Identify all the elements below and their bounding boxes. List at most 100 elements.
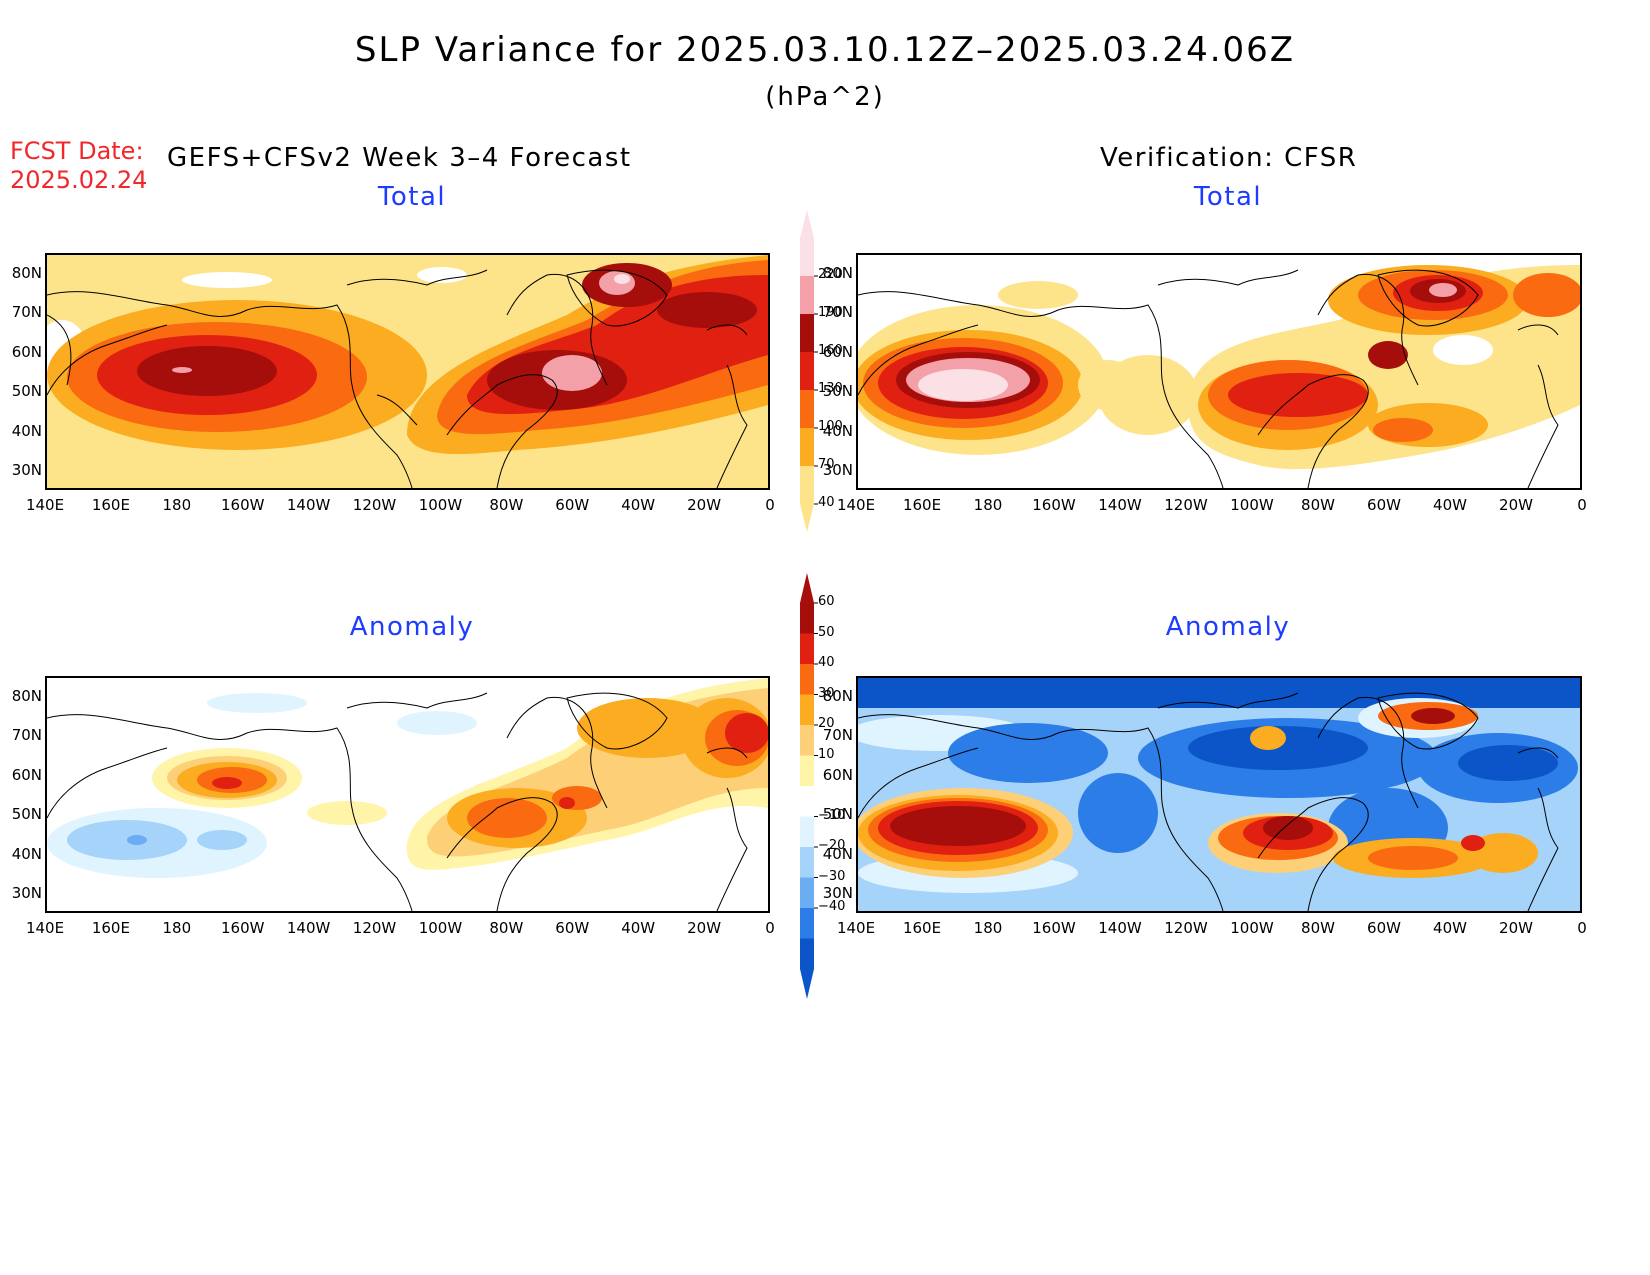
lon-tick-label: 100W bbox=[418, 919, 463, 937]
field-p4 bbox=[1368, 846, 1458, 870]
field-t6 bbox=[599, 271, 635, 295]
field-n5 bbox=[1188, 726, 1368, 770]
field-t6 bbox=[542, 355, 602, 391]
field-n5 bbox=[858, 678, 1580, 708]
coastlines bbox=[858, 692, 1559, 911]
lon-tick-label: 160W bbox=[220, 919, 265, 937]
lat-tick-label: 80N bbox=[11, 686, 42, 705]
lon-tick-label: 80W bbox=[489, 919, 524, 937]
fcst-date-value: 2025.02.24 bbox=[10, 166, 148, 194]
lat-tick-label: 70N bbox=[11, 726, 42, 745]
field-p6 bbox=[1411, 708, 1455, 724]
colorbar-total bbox=[800, 210, 818, 532]
colorbar-segment bbox=[800, 664, 814, 695]
lat-tick-label: 60N bbox=[11, 342, 42, 361]
lat-tick-label: 40N bbox=[11, 421, 42, 440]
colorbar-label: 190 bbox=[818, 305, 843, 320]
lon-tick-label: 160W bbox=[1032, 496, 1076, 514]
lon-tick-label: 80W bbox=[1301, 496, 1335, 514]
colorbar-segment bbox=[800, 725, 814, 756]
coastlines bbox=[47, 692, 748, 911]
lon-tick-label: 0 bbox=[765, 919, 775, 937]
lat-tick-label: 30N bbox=[822, 884, 853, 903]
field-n4 bbox=[948, 723, 1108, 783]
verif-total-map bbox=[856, 253, 1582, 490]
lat-tick-label: 30N bbox=[822, 461, 853, 480]
lon-tick-label: 180 bbox=[162, 919, 192, 937]
units-label: (hPa^2) bbox=[765, 82, 885, 112]
field-t1 bbox=[1078, 360, 1138, 410]
verification-title: Verification: CFSR bbox=[1100, 143, 1358, 173]
field-p6 bbox=[890, 806, 1026, 846]
lon-tick-label: 160E bbox=[91, 496, 130, 514]
lon-tick-label: 180 bbox=[973, 919, 1003, 937]
lat-tick-label: 60N bbox=[11, 765, 42, 784]
colorbar-anomaly bbox=[800, 573, 818, 999]
lat-tick-label: 40N bbox=[822, 844, 853, 863]
colorbar-segment bbox=[800, 210, 814, 276]
lon-tick-label: 140W bbox=[1098, 496, 1142, 514]
field-p5 bbox=[212, 777, 242, 789]
lat-tick-label: 40N bbox=[822, 421, 853, 440]
coastlines bbox=[858, 269, 1559, 488]
field-p3 bbox=[1468, 833, 1538, 873]
lon-tick-label: 140E bbox=[25, 496, 65, 514]
page-title: SLP Variance for 2025.03.10.12Z–2025.03.… bbox=[354, 30, 1296, 70]
field-white-patch bbox=[1433, 335, 1493, 365]
forecast-total-map bbox=[45, 253, 770, 490]
lon-tick-label: 20W bbox=[687, 496, 722, 514]
field-n5 bbox=[1458, 745, 1558, 781]
lat-tick-label: 50N bbox=[822, 382, 853, 401]
colorbar-label: 50 bbox=[818, 624, 835, 640]
field-t4 bbox=[1228, 373, 1368, 417]
colorbar-segment bbox=[800, 314, 814, 352]
lat-tick-label: 60N bbox=[822, 765, 853, 784]
colorbar-segment bbox=[800, 428, 814, 466]
field-p5 bbox=[559, 797, 575, 809]
colorbar-label: −30 bbox=[818, 868, 846, 884]
colorbar-segment bbox=[800, 694, 814, 725]
lat-tick-label: 70N bbox=[822, 726, 853, 745]
lat-tick-label: 70N bbox=[822, 303, 853, 322]
lat-tick-label: 80N bbox=[11, 263, 42, 282]
lon-tick-label: 40W bbox=[621, 919, 656, 937]
forecast-total-title: Total bbox=[377, 182, 447, 212]
field-p1 bbox=[307, 801, 387, 825]
lon-tick-label: 120W bbox=[352, 496, 397, 514]
field-p5 bbox=[1461, 835, 1485, 851]
field-t6 bbox=[1429, 283, 1457, 297]
colorbar-label: 220 bbox=[818, 267, 843, 282]
colorbar-segment bbox=[800, 466, 814, 532]
lon-tick-label: 120W bbox=[1164, 919, 1208, 937]
lon-tick-label: 140E bbox=[25, 919, 65, 937]
field-t1 bbox=[998, 281, 1078, 309]
lon-tick-label: 100W bbox=[1230, 919, 1274, 937]
lat-tick-label: 40N bbox=[11, 844, 42, 863]
lon-tick-label: 40W bbox=[1433, 919, 1467, 937]
lon-tick-label: 40W bbox=[1433, 496, 1467, 514]
lon-tick-label: 60W bbox=[555, 919, 590, 937]
field-p4 bbox=[467, 798, 547, 838]
lon-tick-label: 80W bbox=[489, 496, 524, 514]
colorbar-label: 70 bbox=[818, 457, 835, 472]
lon-tick-label: 120W bbox=[352, 919, 397, 937]
fcst-date-label: FCST Date: bbox=[10, 137, 144, 165]
lon-tick-label: 120W bbox=[1164, 496, 1208, 514]
colorbar-label: 160 bbox=[818, 343, 843, 358]
lat-tick-label: 30N bbox=[11, 461, 42, 480]
lon-tick-label: 0 bbox=[765, 496, 775, 514]
lat-tick-label: 60N bbox=[822, 342, 853, 361]
field-p5 bbox=[725, 713, 768, 753]
field-n1 bbox=[397, 711, 477, 735]
colorbar-segment bbox=[800, 352, 814, 390]
field-t5 bbox=[1368, 341, 1408, 369]
verif-total-title: Total bbox=[1193, 182, 1263, 212]
lon-tick-label: 20W bbox=[687, 919, 722, 937]
fcst-date-block: FCST Date: 2025.02.24 bbox=[10, 137, 147, 195]
lon-tick-label: 160E bbox=[902, 496, 942, 514]
lat-tick-label: 50N bbox=[822, 805, 853, 824]
field-n2 bbox=[197, 830, 247, 850]
colorbar-segment bbox=[800, 276, 814, 314]
lon-tick-label: 160W bbox=[1032, 919, 1076, 937]
colorbar-label: 130 bbox=[818, 381, 843, 396]
